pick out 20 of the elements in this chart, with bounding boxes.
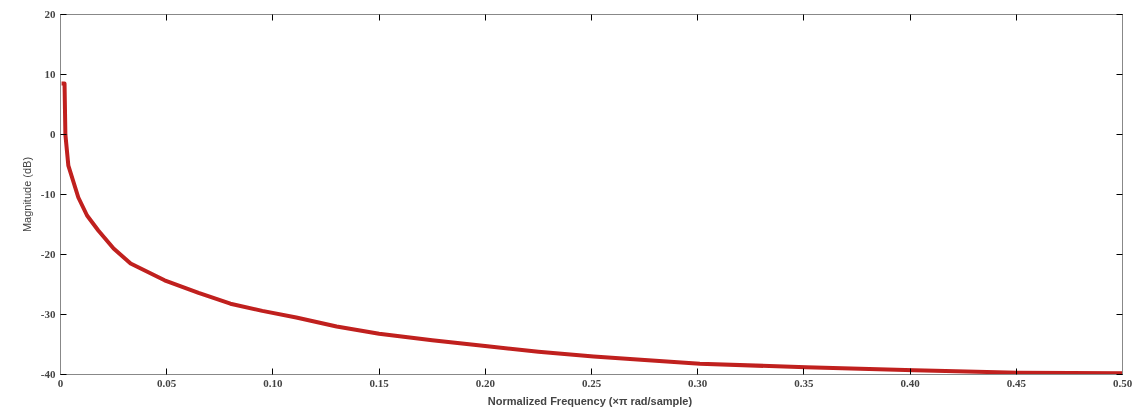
x-tick-label: 0.50	[1112, 376, 1133, 389]
y-tick-label: -30	[40, 308, 56, 320]
y-axis-title: Magnitude (dB)	[20, 156, 33, 233]
x-tick-label: 0	[57, 376, 64, 389]
x-tick-label: 0.15	[369, 376, 390, 389]
x-tick-label: 0.30	[688, 376, 708, 389]
y-tick-label: -10	[40, 188, 56, 200]
y-tick-label: -40	[40, 368, 56, 380]
x-tick-label: 0.45	[1006, 376, 1027, 389]
x-tick-label: 0.05	[157, 376, 177, 389]
x-tick-label: 0.35	[794, 376, 815, 389]
y-tick-label: 20	[44, 8, 56, 20]
x-tick-label: 0.20	[475, 376, 496, 389]
y-tick-label: 10	[44, 68, 56, 80]
y-tick-label: -20	[40, 248, 56, 260]
x-axis-title: Normalized Frequency (×π rad/sample)	[487, 394, 693, 407]
y-tick-label: 0	[50, 128, 56, 140]
x-tick-label: 0.10	[263, 376, 284, 389]
x-tick-label: 0.40	[900, 376, 921, 389]
x-tick-label: 0.25	[581, 376, 602, 389]
